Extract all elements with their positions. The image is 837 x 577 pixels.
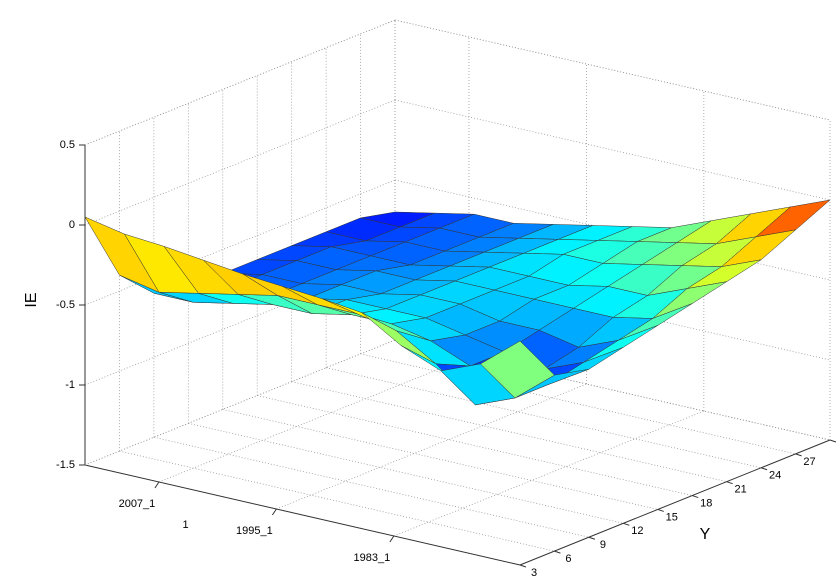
surface-cell	[480, 340, 555, 399]
tick-mark	[154, 481, 160, 489]
tick-mark	[760, 467, 768, 471]
grid-line	[153, 436, 589, 538]
z-tick-label: 0	[69, 219, 75, 231]
grid-line	[222, 409, 658, 510]
axis-line	[84, 464, 521, 566]
annotation: 1	[182, 519, 188, 531]
y-tick-label: 9	[600, 539, 606, 551]
axis-line	[519, 439, 831, 566]
grid-line	[84, 99, 396, 226]
grid-line	[276, 383, 587, 510]
y-tick-label: 21	[735, 484, 747, 496]
y-tick-label: 18	[700, 497, 712, 509]
y-tick-label: 12	[631, 525, 643, 537]
grid-line	[84, 339, 396, 466]
tick-mark	[554, 550, 561, 554]
y-tick-label: 15	[666, 511, 678, 523]
tick-mark	[726, 481, 733, 485]
x-tick-label: 2007_1	[119, 498, 156, 510]
tick-mark	[271, 508, 277, 516]
grid-line	[393, 410, 704, 537]
x-tick-label: 1995_1	[236, 525, 273, 537]
y-axis-label: Y	[700, 526, 711, 543]
z-tick-label: 0.5	[60, 139, 75, 151]
grid-line	[188, 422, 624, 524]
x-tick-label: 1983_1	[353, 552, 390, 564]
grid-line	[394, 99, 831, 201]
box-line	[84, 19, 396, 146]
grid-line	[119, 450, 555, 552]
z-tick-label: -0.5	[56, 299, 75, 311]
tick-mark	[588, 536, 596, 540]
tick-mark	[519, 564, 527, 568]
tick-mark	[389, 535, 395, 543]
tick-mark	[692, 495, 699, 499]
y-tick-label: 6	[565, 553, 571, 565]
z-tick-label: -1.5	[56, 459, 75, 471]
y-tick-label: 27	[803, 456, 815, 468]
tick-mark	[829, 439, 837, 443]
grid-line	[158, 356, 470, 483]
tick-mark	[657, 508, 664, 512]
y-tick-label: 24	[769, 470, 781, 482]
tick-mark	[623, 522, 630, 526]
z-axis-label: IE	[23, 292, 40, 307]
grid-line	[257, 395, 693, 496]
box-line	[394, 19, 831, 121]
z-tick-label: -1	[65, 379, 75, 391]
y-tick-label: 3	[531, 567, 537, 577]
tick-mark	[795, 453, 802, 457]
box-line	[84, 339, 396, 466]
grid-line	[84, 19, 396, 146]
